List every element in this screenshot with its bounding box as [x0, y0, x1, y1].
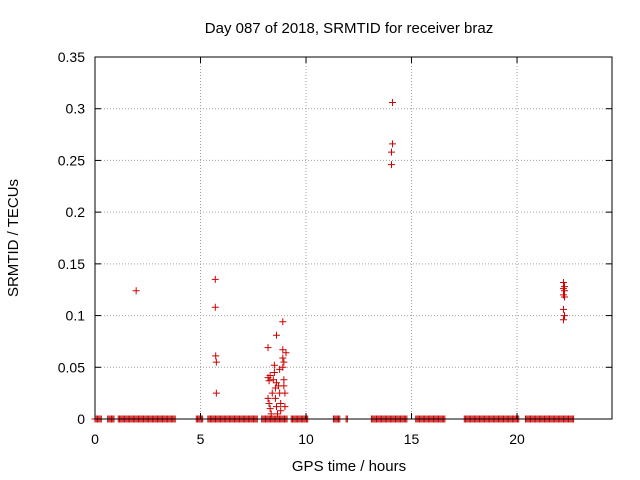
chart-title: Day 087 of 2018, SRMTID for receiver bra… [205, 20, 493, 37]
grid [95, 57, 612, 419]
data-point [279, 318, 287, 326]
data-point [211, 303, 219, 311]
data-point [559, 305, 567, 313]
data-point [212, 358, 220, 366]
data-point [282, 349, 290, 357]
data-point [561, 293, 569, 301]
data-point [270, 361, 278, 369]
data-point [281, 389, 289, 397]
plot-frame [94, 56, 613, 420]
data-point [274, 410, 282, 418]
data-point [559, 278, 567, 286]
data-point [272, 331, 280, 339]
data-point [387, 161, 395, 169]
y-tick-label: 0.1 [66, 308, 86, 324]
y-tick-label: 0.35 [58, 49, 85, 65]
data-point [271, 394, 279, 402]
data-points [91, 99, 578, 423]
x-axis-label: GPS time / hours [292, 458, 406, 475]
data-point [211, 275, 219, 283]
data-point [266, 405, 274, 413]
y-tick-label: 0.05 [58, 359, 85, 375]
data-point [265, 399, 273, 407]
data-point [559, 316, 567, 324]
data-point [280, 376, 288, 384]
y-tick-label: 0.2 [66, 204, 86, 220]
data-point [279, 363, 287, 371]
data-point [389, 140, 397, 148]
data-point [279, 346, 287, 354]
data-point [212, 352, 220, 360]
data-point [389, 99, 397, 107]
data-point [212, 389, 220, 397]
data-point [267, 410, 275, 418]
data-point [265, 377, 273, 385]
data-point [561, 287, 569, 295]
data-point [266, 372, 274, 380]
data-point [264, 344, 272, 352]
data-point [132, 287, 140, 295]
data-point [269, 376, 277, 384]
x-tick-label: 0 [91, 431, 99, 447]
axis-ticks: 0 0.05 0.1 0.15 0.2 0.25 0.3 0.35 0 5 10 15 20 [58, 49, 612, 447]
data-point [270, 368, 278, 376]
x-tick-label: 5 [197, 431, 205, 447]
x-tick-label: 10 [298, 431, 314, 447]
data-point [280, 358, 288, 366]
data-point [268, 389, 276, 397]
y-tick-label: 0.3 [66, 101, 86, 117]
y-tick-label: 0.15 [58, 256, 85, 272]
data-point [279, 354, 287, 362]
data-point [281, 403, 289, 411]
data-point [387, 148, 395, 156]
y-axis-label: SRMTID / TECUs [5, 179, 22, 297]
data-point [277, 399, 285, 407]
data-point [272, 403, 280, 411]
x-tick-label: 20 [509, 431, 525, 447]
data-point [280, 382, 288, 390]
data-point [277, 407, 285, 415]
x-tick-label: 15 [404, 431, 420, 447]
y-tick-label: 0 [77, 411, 85, 427]
y-tick-label: 0.25 [58, 152, 85, 168]
data-point [264, 394, 272, 402]
data-point [561, 312, 569, 320]
